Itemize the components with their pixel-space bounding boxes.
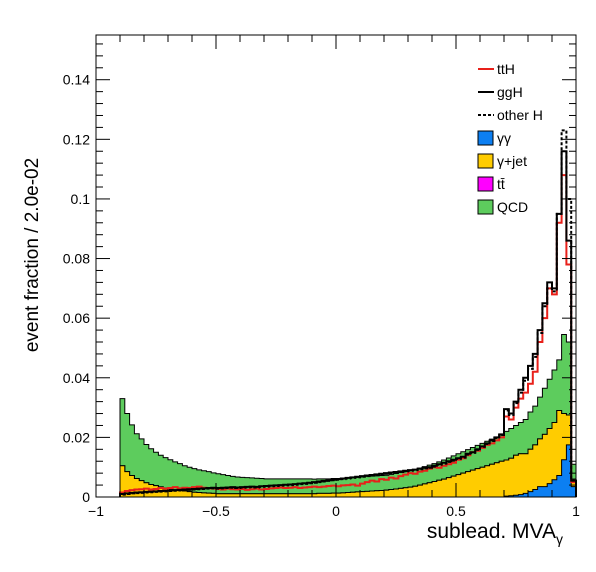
y-tick-label: 0.04: [63, 370, 90, 386]
y-tick-label: 0.06: [63, 310, 90, 326]
legend-label-gamma-jet: γ+jet: [497, 153, 527, 169]
stack-gamma-jet-histogram: [119, 410, 577, 498]
legend-label-ttbar: tt̄: [497, 176, 505, 192]
y-tick-label: 0.08: [63, 251, 90, 267]
legend-swatch-ttbar: [477, 176, 494, 192]
y-tick-label: 0.02: [63, 429, 90, 445]
y-tick-label: 0.1: [71, 191, 91, 207]
x-tick-label: 1: [572, 503, 580, 519]
x-tick-label: −1: [88, 503, 104, 519]
axes: −1 −0.5 0 0.5 1 0 0.02 0.04 0.06 0.08 0.1 0.12 0.14: [63, 34, 580, 519]
legend-label-gamma-gamma: γγ: [497, 130, 511, 146]
y-tick-label: 0.14: [63, 72, 90, 88]
x-axis-label-subscript: γ: [556, 531, 563, 547]
line-other-h-histogram: [119, 129, 577, 497]
line-histograms: [119, 129, 577, 497]
x-tick-label: 0.5: [446, 503, 466, 519]
legend-label-ggh: ggH: [497, 84, 523, 100]
y-tick-label: 0.12: [63, 131, 90, 147]
legend-swatch-gamma-jet: [477, 153, 494, 169]
x-tick-label: −0.5: [202, 503, 230, 519]
x-tick-label: 0: [332, 503, 340, 519]
legend-swatch-gamma-gamma: [477, 130, 494, 146]
y-tick-label: 0: [82, 489, 90, 505]
line-ggh-histogram: [119, 150, 577, 497]
legend: ttH ggH other H γγ γ+jet tt̄ QCD: [477, 61, 543, 215]
x-axis-label-main: sublead. MVA: [427, 520, 556, 543]
legend-label-qcd: QCD: [497, 199, 528, 215]
legend-label-other-h: other H: [497, 107, 543, 123]
legend-swatch-qcd: [477, 199, 494, 215]
x-axis-label: sublead. MVAγ: [427, 520, 563, 547]
legend-label-tth: ttH: [497, 61, 515, 77]
y-axis-label: event fraction / 2.0e-02: [22, 158, 43, 352]
